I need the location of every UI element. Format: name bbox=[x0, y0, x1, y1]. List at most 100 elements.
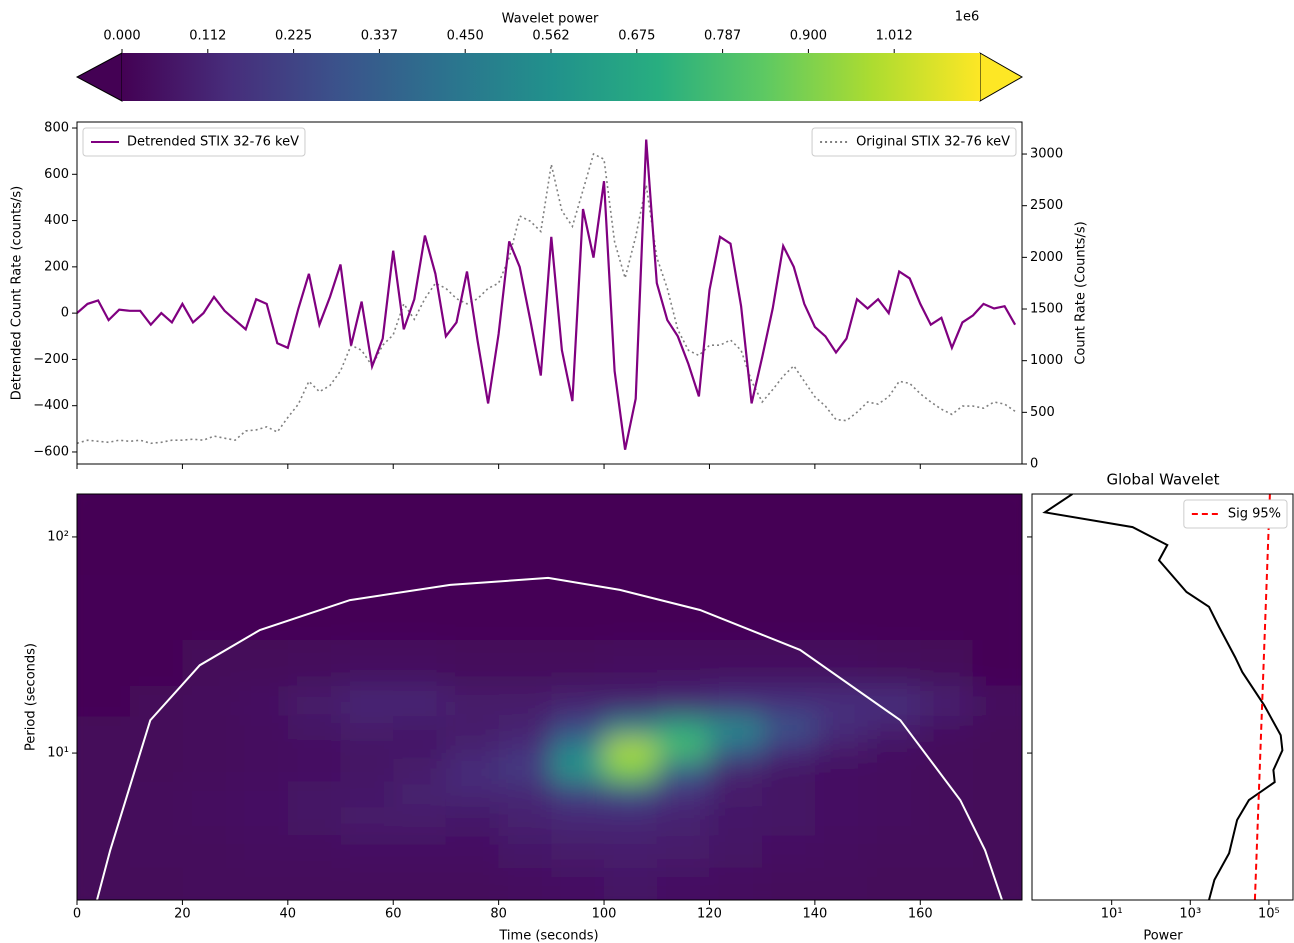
heatmap-cell bbox=[498, 780, 552, 807]
heatmap-cell bbox=[814, 715, 869, 739]
heatmap-cell bbox=[604, 867, 658, 900]
heatmap-cell bbox=[445, 805, 500, 836]
y2-tick-label: 0 bbox=[1030, 457, 1038, 472]
heatmap-cell bbox=[445, 780, 500, 807]
heatmap-cell bbox=[709, 738, 763, 759]
heatmap-cell bbox=[920, 494, 974, 575]
heatmap-cell bbox=[77, 639, 131, 686]
heatmap-cell bbox=[235, 758, 289, 782]
heatmap-cell bbox=[604, 685, 658, 717]
heatmap-cell bbox=[551, 715, 605, 739]
colorbar-tick-label: 0.675 bbox=[618, 29, 655, 44]
heatmap-cell bbox=[867, 867, 921, 900]
y-tick-label: −400 bbox=[33, 398, 69, 413]
heatmap-cell bbox=[972, 758, 1022, 782]
heatmap-cell bbox=[709, 574, 763, 640]
heatmap-cell bbox=[604, 758, 658, 782]
colorbar-extension-low bbox=[75, 52, 123, 102]
legend-box bbox=[811, 127, 1017, 157]
heatmap-cell bbox=[814, 738, 869, 759]
colorbar-extension-high bbox=[979, 52, 1024, 102]
heatmap-cell bbox=[709, 758, 763, 782]
heatmap-cell bbox=[972, 715, 1022, 739]
heatmap-cell bbox=[762, 780, 816, 807]
heatmap-cell bbox=[498, 715, 552, 739]
heatmap-cell bbox=[551, 867, 605, 900]
heatmap-cell bbox=[77, 834, 131, 868]
heatmap-cell bbox=[867, 574, 921, 640]
x-tick-label: 120 bbox=[697, 907, 722, 922]
heatmap-cell bbox=[551, 639, 605, 686]
heatmap-cell bbox=[814, 780, 869, 807]
heatmap-cell bbox=[235, 715, 289, 739]
heatmap-cell bbox=[129, 494, 183, 575]
heatmap-cell bbox=[235, 805, 289, 836]
heatmap-cell bbox=[445, 685, 500, 717]
x-tick-label: 10¹ bbox=[1101, 907, 1123, 922]
heatmap-cell bbox=[972, 639, 1022, 686]
colorbar-tick-label: 0.900 bbox=[790, 29, 827, 44]
data-line bbox=[77, 152, 1016, 445]
heatmap-cell bbox=[77, 685, 131, 717]
heatmap-cell bbox=[498, 639, 552, 686]
heatmap-cell bbox=[920, 867, 974, 900]
heatmap-cell bbox=[287, 805, 342, 836]
heatmap-cell bbox=[656, 715, 710, 739]
heatmap-cell bbox=[551, 685, 605, 717]
heatmap-cell bbox=[393, 715, 447, 739]
heatmap-cell bbox=[129, 715, 183, 739]
heatmap-cell bbox=[77, 758, 131, 782]
heatmap-cell bbox=[77, 715, 131, 739]
heatmap-cell bbox=[235, 738, 289, 759]
heatmap-cell bbox=[235, 780, 289, 807]
heatmap-cell bbox=[709, 867, 763, 900]
heatmap-cell bbox=[709, 805, 763, 836]
heatmap-cell bbox=[445, 715, 500, 739]
heatmap-cell bbox=[920, 574, 974, 640]
heatmap-cell bbox=[656, 867, 710, 900]
y-tick-label: −600 bbox=[33, 444, 69, 459]
x-tick-label: 10³ bbox=[1179, 907, 1201, 922]
heatmap-cell bbox=[393, 758, 447, 782]
axes-frame bbox=[76, 121, 1023, 465]
colorbar-tick-label: 0.337 bbox=[361, 29, 398, 44]
heatmap-cell bbox=[393, 639, 447, 686]
heatmap-cell bbox=[77, 738, 131, 759]
heatmap-cell bbox=[656, 834, 710, 868]
y-tick-label: 10¹ bbox=[47, 746, 69, 761]
heatmap-cell bbox=[656, 574, 710, 640]
heatmap-cell bbox=[393, 494, 447, 575]
heatmap-cell bbox=[656, 494, 710, 575]
heatmap-cell bbox=[920, 685, 974, 717]
heatmap-cell bbox=[972, 738, 1022, 759]
heatmap-cell bbox=[762, 685, 816, 717]
colorbar-tick-label: 0.000 bbox=[103, 29, 140, 44]
heatmap-cell bbox=[920, 834, 974, 868]
heatmap-cell bbox=[814, 574, 869, 640]
heatmap-cell bbox=[867, 685, 921, 717]
heatmap-cell bbox=[498, 805, 552, 836]
heatmap-cell bbox=[445, 758, 500, 782]
y-tick-label: 10² bbox=[47, 529, 69, 544]
legend: Sig 95% bbox=[1183, 499, 1288, 529]
heatmap-cell bbox=[604, 805, 658, 836]
heatmap-cell bbox=[287, 715, 342, 739]
x-axis-label: Power bbox=[1143, 929, 1183, 943]
heatmap-cell bbox=[129, 758, 183, 782]
heatmap-cell bbox=[498, 574, 552, 640]
heatmap-cell bbox=[340, 805, 394, 836]
cone-of-influence bbox=[96, 576, 1003, 900]
heatmap-cell bbox=[656, 805, 710, 836]
heatmap-cell bbox=[920, 715, 974, 739]
legend: Detrended STIX 32-76 keV bbox=[82, 127, 306, 157]
heatmap-cell bbox=[393, 834, 447, 868]
heatmap-cell bbox=[287, 780, 342, 807]
heatmap-cell bbox=[551, 834, 605, 868]
heatmap-cell bbox=[340, 834, 394, 868]
heatmap-cell bbox=[129, 574, 183, 640]
heatmap-cell bbox=[182, 867, 236, 900]
heatmap-cell bbox=[498, 738, 552, 759]
heatmap-cell bbox=[814, 805, 869, 836]
heatmap-cell bbox=[762, 805, 816, 836]
global-line bbox=[1253, 494, 1271, 900]
